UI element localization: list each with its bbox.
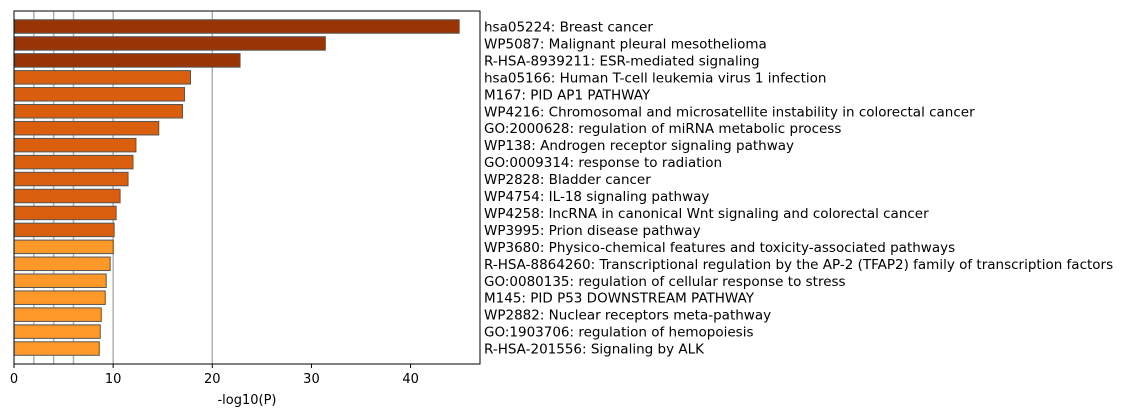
- x-tick-label-0: 0: [10, 372, 18, 387]
- category-label-7: GO:2000628: regulation of miRNA metaboli…: [484, 121, 841, 137]
- category-label-15: R-HSA-8864260: Transcriptional regulatio…: [484, 257, 1113, 273]
- bar-10: [13, 171, 129, 187]
- bar-17: [13, 290, 106, 305]
- bar-14: [13, 239, 114, 255]
- bar-15: [13, 256, 111, 272]
- category-label-14: WP3680: Physico-chemical features and to…: [484, 240, 955, 256]
- category-label-18: WP2882: Nuclear receptors meta-pathway: [484, 308, 771, 324]
- bar-3: [13, 53, 241, 68]
- category-label-16: GO:0080135: regulation of cellular respo…: [484, 274, 846, 290]
- bar-16: [13, 273, 107, 288]
- x-tick-label-30: 30: [303, 372, 320, 387]
- category-label-6: WP4216: Chromosomal and microsatellite i…: [484, 104, 975, 120]
- category-label-13: WP3995: Prion disease pathway: [484, 223, 701, 239]
- category-label-3: R-HSA-8939211: ESR-mediated signaling: [484, 53, 760, 69]
- category-label-2: WP5087: Malignant pleural mesothelioma: [484, 36, 767, 52]
- bar-1: [13, 19, 460, 34]
- bar-11: [13, 188, 121, 204]
- category-label-5: M167: PID AP1 PATHWAY: [484, 87, 651, 103]
- bar-20: [13, 341, 100, 356]
- x-axis-ticks: 0 10 20 30 40: [10, 364, 419, 387]
- category-label-17: M145: PID P53 DOWNSTREAM PATHWAY: [484, 291, 755, 307]
- gridlines: [33, 11, 214, 364]
- category-label-9: GO:0009314: response to radiation: [484, 155, 722, 171]
- x-tick-label-40: 40: [402, 372, 419, 387]
- category-label-8: WP138: Androgen receptor signaling pathw…: [484, 138, 794, 154]
- category-label-19: GO:1903706: regulation of hemopoiesis: [484, 325, 754, 341]
- bar-19: [13, 324, 101, 339]
- bar-6: [13, 104, 184, 119]
- category-label-20: R-HSA-201556: Signaling by ALK: [484, 342, 705, 358]
- bar-8: [13, 137, 137, 153]
- bars: [13, 19, 460, 356]
- category-label-1: hsa05224: Breast cancer: [484, 20, 653, 36]
- category-label-12: WP4258: lncRNA in canonical Wnt signalin…: [484, 206, 929, 222]
- bar-18: [13, 307, 102, 322]
- bar-12: [13, 205, 117, 221]
- bar-5: [13, 87, 186, 102]
- x-axis-label: -log10(P): [217, 393, 276, 408]
- bar-7: [13, 120, 160, 136]
- plot-frame: [13, 10, 481, 365]
- category-label-11: WP4754: IL-18 signaling pathway: [484, 189, 709, 205]
- bar-9: [13, 154, 134, 170]
- category-label-4: hsa05166: Human T-cell leukemia virus 1 …: [484, 70, 826, 86]
- x-tick-label-20: 20: [204, 372, 221, 387]
- bar-2: [13, 36, 326, 51]
- bar-13: [13, 222, 115, 238]
- bar-4: [13, 70, 191, 85]
- category-label-10: WP2828: Bladder cancer: [484, 172, 651, 188]
- x-tick-label-10: 10: [105, 372, 122, 387]
